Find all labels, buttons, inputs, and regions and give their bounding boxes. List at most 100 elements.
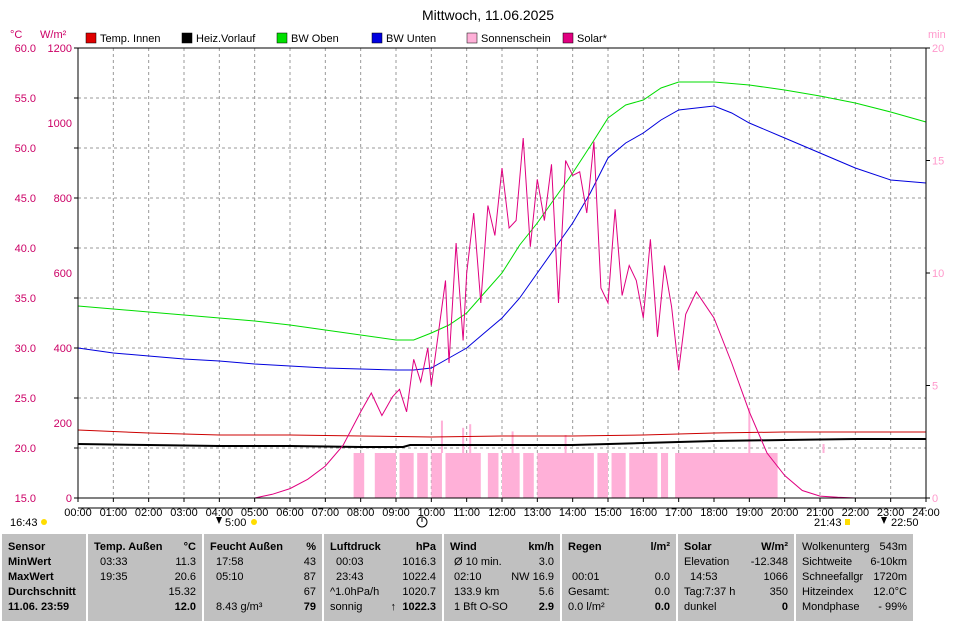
regen-max-value: 0.0 <box>654 571 670 583</box>
legend-swatch <box>85 32 97 44</box>
series-line <box>77 105 927 371</box>
x-tick-label: 15:00 <box>594 507 622 519</box>
y-minutes-label: 20 <box>932 43 944 55</box>
visibility-value: 6-10km <box>870 556 907 568</box>
temp-max-time: 19:35 <box>100 571 128 583</box>
temp-min-value: 11.3 <box>175 556 196 568</box>
x-tick-label: 16:00 <box>630 507 658 519</box>
x-tick-label: 09:00 <box>382 507 410 519</box>
solar-state: dunkel <box>684 601 717 613</box>
panel-luft: Luftdruck hPa 00:03 1016.3 23:43 1022.4 ^1.… <box>324 534 442 621</box>
sunshine-bar <box>537 453 594 498</box>
luft-trend: ^1.0hPa/h <box>330 586 380 598</box>
panel-sensor: Sensor MinWert MaxWert Durchschnitt 11.0… <box>2 534 86 621</box>
sensor-current: 11.06. 23:59 <box>8 601 70 613</box>
visibility-label: Sichtweite <box>802 556 853 568</box>
temp-current-value: 12.0 <box>174 601 196 613</box>
luft-min-value: 1016.3 <box>402 556 436 568</box>
x-tick-label: 03:00 <box>170 507 198 519</box>
wind-avg-label: Ø 10 min. <box>454 556 502 568</box>
regen-total-value: 0.0 <box>654 586 670 598</box>
temp-header: Temp. Außen <box>94 541 163 553</box>
y-temp-label: 30.0 <box>15 343 36 355</box>
wind-mean-value: 5.6 <box>538 586 554 598</box>
feucht-abs-value: 8.43 g/m³ <box>216 601 263 613</box>
legend-swatch <box>466 32 478 44</box>
sensor-min: MinWert <box>8 556 52 568</box>
y-solar-label: 400 <box>54 343 72 355</box>
solar-unit: W/m² <box>761 541 788 553</box>
unit-solar: W/m² <box>40 29 67 41</box>
feucht-min-value: 43 <box>303 556 316 568</box>
solar-elevation-label: Elevation <box>684 556 730 568</box>
panel-temp: Temp. Außen °C 03:33 11.3 19:35 20.6 15.32 … <box>88 534 202 621</box>
solar-current-value: 0 <box>781 601 788 613</box>
temp-min-time: 03:33 <box>100 556 128 568</box>
sensor-max: MaxWert <box>8 571 54 583</box>
x-tick-label: 11:00 <box>453 507 480 519</box>
sunshine-bar <box>417 453 428 498</box>
regen-unit: l/m² <box>650 541 670 553</box>
y-temp-label: 45.0 <box>15 193 36 205</box>
panel-regen: Regen l/m² 00:01 0.0 Gesamt: 0.0 0.0 l/m² 0.… <box>562 534 676 621</box>
temp-avg-value: 15.32 <box>168 586 196 598</box>
luft-max-value: 1022.4 <box>402 571 436 583</box>
feucht-current-value: 79 <box>303 601 316 613</box>
wind-distance: 133.9 km <box>454 586 500 598</box>
moonphase-value: - 99% <box>878 601 907 613</box>
x-tick-label: 02:00 <box>135 507 163 519</box>
sunshine-bar <box>661 453 669 498</box>
time-t3: 22:50 <box>891 517 919 529</box>
luft-max-time: 23:43 <box>336 571 364 583</box>
x-tick-label: 07:00 <box>312 507 340 519</box>
wind-unit: km/h <box>528 541 554 553</box>
panel-misc: Wolkenunterg 543m Sichtweite 6-10km Schnee… <box>796 534 913 621</box>
y-temp-label: 60.0 <box>15 43 36 55</box>
luft-unit: hPa <box>415 541 436 553</box>
x-tick-label: 24:00 <box>912 507 940 519</box>
snowline-value: 1720m <box>873 571 907 583</box>
moonset-marker-icon <box>881 517 887 524</box>
heatindex-value: 12.0°C <box>873 586 907 598</box>
series-line <box>77 81 927 341</box>
cloudbase-value: 543m <box>879 541 907 553</box>
wind-current-value: 2.9 <box>538 601 554 613</box>
y-solar-label: 200 <box>54 418 72 430</box>
legend-label: Sonnenschein <box>481 33 551 45</box>
chart-axes: 00:00 01:00 02:00 03:00 04:00 05:00 06:00 07:00… <box>15 43 945 519</box>
sun-timeline <box>41 507 926 528</box>
wind-header: Wind <box>450 541 477 553</box>
luft-header: Luftdruck <box>330 541 381 553</box>
y-temp-label: 25.0 <box>15 393 36 405</box>
x-tick-label: 22:00 <box>842 507 870 519</box>
regen-total-label: Gesamt: <box>568 586 610 598</box>
time-t2: 21:43 <box>814 517 842 529</box>
sunset-marker-icon <box>845 519 850 525</box>
heatindex-label: Hitzeindex <box>802 586 854 598</box>
panel-solar: Solar W/m² Elevation -12.348 14:53 1066 Tag… <box>678 534 794 621</box>
x-tick-label: 19:00 <box>736 507 764 519</box>
y-temp-label: 40.0 <box>15 243 36 255</box>
wind-max-value: NW 16.9 <box>511 571 554 583</box>
y-minutes-label: 0 <box>932 493 938 505</box>
time-t1: 5:00 <box>225 517 247 529</box>
legend-swatch <box>371 32 383 44</box>
sunshine-bar <box>523 453 534 498</box>
time-sunrise: 16:43 <box>10 517 38 529</box>
snowline-label: Schneefallgr <box>802 571 864 583</box>
y-temp-label: 20.0 <box>15 443 36 455</box>
wind-avg-value: 3.0 <box>538 556 554 568</box>
temp-unit: °C <box>183 541 196 553</box>
sunshine-bar <box>611 453 626 498</box>
solar-elevation-value: -12.348 <box>750 556 788 568</box>
wind-max-time: 02:10 <box>454 571 482 583</box>
y-solar-label: 600 <box>54 268 72 280</box>
sunrise-sun-icon <box>41 519 47 525</box>
y-solar-label: 1000 <box>48 118 72 130</box>
sunshine-bar <box>445 453 481 498</box>
legend-label: Solar* <box>577 33 608 45</box>
panel-wind: Wind km/h Ø 10 min. 3.0 02:10 NW 16.9 133.9… <box>444 534 560 621</box>
series-line <box>254 137 856 499</box>
x-tick-label: 00:00 <box>64 507 92 519</box>
moonrise-marker-icon <box>216 517 222 524</box>
